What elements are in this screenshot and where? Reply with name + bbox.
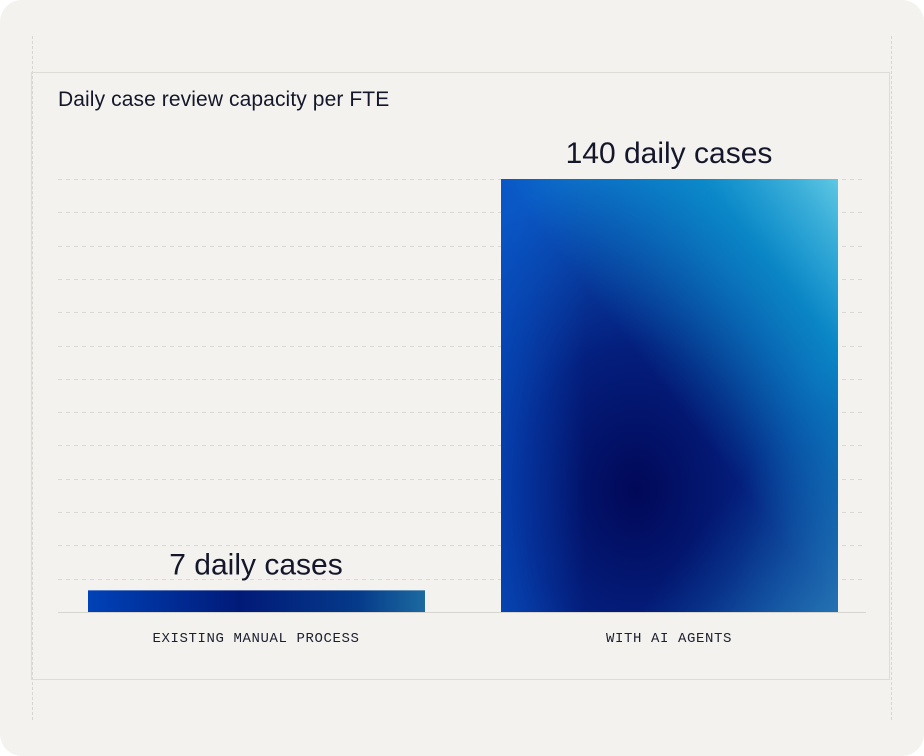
x-tick-label: EXISTING MANUAL PROCESS <box>152 631 359 647</box>
x-axis-tick-labels: EXISTING MANUAL PROCESS WITH AI AGENTS <box>152 631 732 647</box>
chart-title: Daily case review capacity per FTE <box>58 88 390 111</box>
guide-line-left <box>32 36 33 720</box>
data-label: 7 daily cases <box>169 548 342 581</box>
data-labels: 7 daily cases 140 daily cases <box>169 137 772 581</box>
guide-line-right <box>891 36 892 720</box>
bar-shade-bottom <box>501 179 838 612</box>
bar-existing-manual-process <box>88 590 425 612</box>
chart-frame <box>31 72 890 680</box>
bar-fill <box>88 590 425 612</box>
data-label: 140 daily cases <box>566 137 773 170</box>
bars <box>88 179 838 612</box>
bar-with-ai-agents <box>501 179 838 612</box>
x-tick-label: WITH AI AGENTS <box>606 631 732 647</box>
